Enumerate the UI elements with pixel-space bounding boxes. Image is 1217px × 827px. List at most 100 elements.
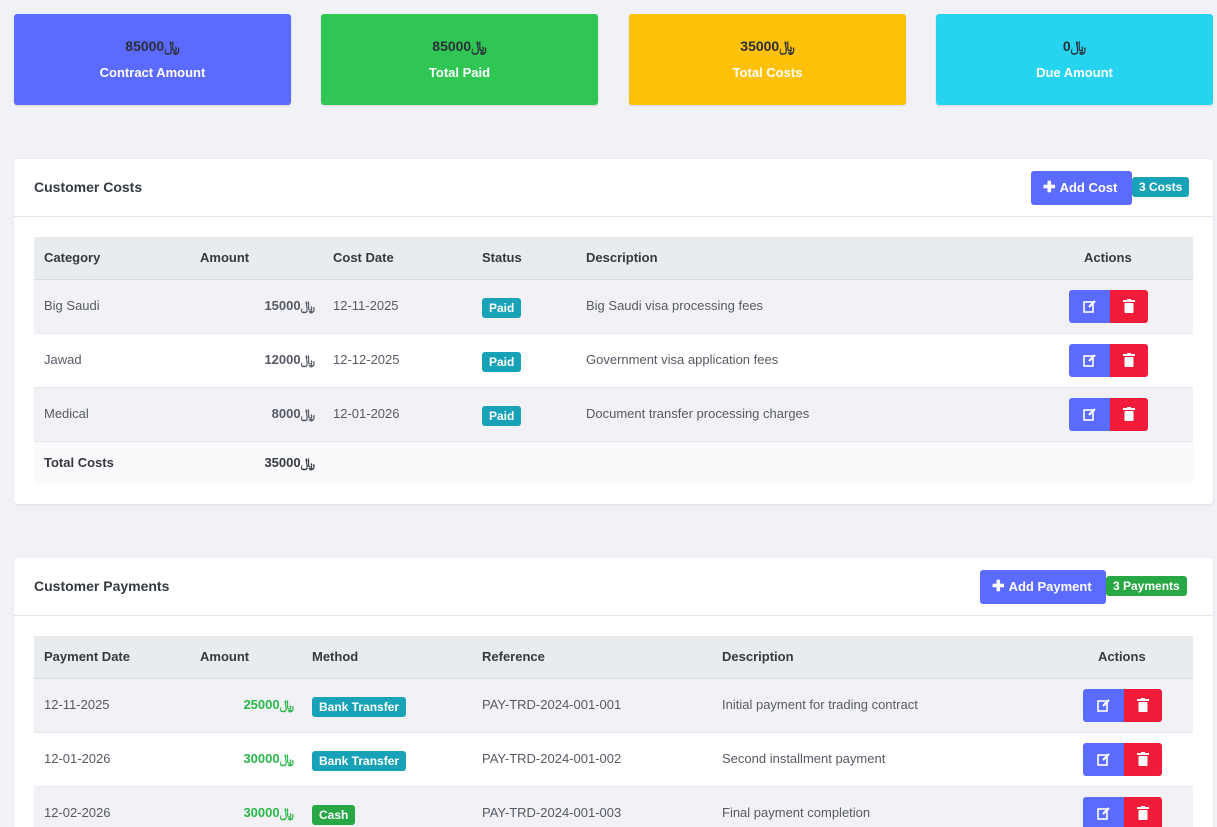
edit-button[interactable] bbox=[1083, 689, 1124, 722]
edit-icon bbox=[1082, 300, 1096, 313]
edit-button[interactable] bbox=[1069, 398, 1110, 431]
stat-card-contract-amount: 85000﷼ Contract Amount bbox=[14, 14, 291, 105]
column-header: Amount bbox=[200, 250, 250, 265]
add-payment-button[interactable]: ✚ Add Payment bbox=[980, 570, 1106, 604]
method-badge: Bank Transfer bbox=[312, 697, 407, 717]
table-row: Jawad 12000﷼ 12-12-2025 Paid Government … bbox=[34, 334, 1193, 388]
column-header: Cost Date bbox=[333, 250, 394, 265]
total-costs-label: Total Costs bbox=[44, 455, 114, 470]
trash-icon bbox=[1137, 752, 1149, 766]
plus-icon: ✚ bbox=[992, 578, 1005, 595]
delete-button[interactable] bbox=[1110, 344, 1148, 377]
edit-icon bbox=[1096, 807, 1110, 820]
method-badge: Cash bbox=[312, 805, 356, 825]
table-header: Category Amount Cost Date Status Descrip… bbox=[34, 237, 1193, 280]
status-badge: Paid bbox=[482, 352, 522, 372]
trash-icon bbox=[1137, 806, 1149, 820]
column-header: Method bbox=[312, 649, 359, 664]
status-badge: Paid bbox=[482, 298, 522, 318]
stat-label: Due Amount bbox=[1036, 65, 1113, 80]
stat-amount: 0﷼ bbox=[1062, 38, 1087, 54]
cost-category: Jawad bbox=[44, 352, 82, 367]
payments-table: Payment Date Amount Method Reference Des… bbox=[34, 636, 1193, 827]
cost-date: 12-01-2026 bbox=[333, 406, 400, 421]
status-badge: Paid bbox=[482, 406, 522, 426]
add-payment-label: Add Payment bbox=[1008, 579, 1092, 594]
trash-icon bbox=[1137, 698, 1149, 712]
stat-card-total-paid: 85000﷼ Total Paid bbox=[321, 14, 598, 105]
column-header: Amount bbox=[200, 649, 250, 664]
edit-button[interactable] bbox=[1083, 743, 1124, 776]
column-header: Actions bbox=[1084, 250, 1132, 265]
table-row: 12-02-2026 30000﷼ Cash PAY-TRD-2024-001-… bbox=[34, 787, 1193, 827]
add-cost-button[interactable]: ✚ Add Cost bbox=[1031, 171, 1132, 205]
table-header: Payment Date Amount Method Reference Des… bbox=[34, 636, 1193, 679]
cost-description: Big Saudi visa processing fees bbox=[586, 298, 764, 313]
delete-button[interactable] bbox=[1124, 797, 1162, 827]
stat-amount: 85000﷼ bbox=[432, 38, 487, 54]
edit-icon bbox=[1096, 753, 1110, 766]
cost-amount: 15000﷼ bbox=[264, 298, 315, 313]
payment-description: Initial payment for trading contract bbox=[722, 697, 918, 712]
trash-icon bbox=[1123, 299, 1135, 313]
trash-icon bbox=[1123, 407, 1135, 421]
column-header: Actions bbox=[1098, 649, 1146, 664]
table-row: Medical 8000﷼ 12-01-2026 Paid Document t… bbox=[34, 388, 1193, 442]
edit-button[interactable] bbox=[1069, 290, 1110, 323]
cost-date: 12-11-2025 bbox=[333, 298, 399, 313]
cost-category: Big Saudi bbox=[44, 298, 100, 313]
cost-category: Medical bbox=[44, 406, 89, 421]
stat-card-due-amount: 0﷼ Due Amount bbox=[936, 14, 1213, 105]
payment-description: Final payment completion bbox=[722, 805, 871, 820]
payment-amount: 25000﷼ bbox=[243, 697, 294, 712]
delete-button[interactable] bbox=[1124, 689, 1162, 722]
delete-button[interactable] bbox=[1110, 398, 1148, 431]
method-badge: Bank Transfer bbox=[312, 751, 407, 771]
table-row: 12-01-2026 30000﷼ Bank Transfer PAY-TRD-… bbox=[34, 733, 1193, 787]
cost-date: 12-12-2025 bbox=[333, 352, 400, 367]
payment-date: 12-02-2026 bbox=[44, 805, 111, 820]
table-footer: Total Costs 35000﷼ bbox=[34, 442, 1193, 484]
plus-icon: ✚ bbox=[1043, 179, 1056, 196]
table-row: 12-11-2025 25000﷼ Bank Transfer PAY-TRD-… bbox=[34, 679, 1193, 733]
add-cost-label: Add Cost bbox=[1059, 180, 1118, 195]
payment-description: Second installment payment bbox=[722, 751, 886, 766]
customer-payments-card: Customer Payments ✚ Add Payment 3 Payment… bbox=[14, 558, 1213, 827]
card-title: Customer Payments bbox=[34, 578, 170, 594]
payments-count-badge: 3 Payments bbox=[1106, 576, 1187, 596]
payment-reference: PAY-TRD-2024-001-002 bbox=[482, 751, 622, 766]
delete-button[interactable] bbox=[1124, 743, 1162, 776]
cost-description: Document transfer processing charges bbox=[586, 406, 810, 421]
costs-table: Category Amount Cost Date Status Descrip… bbox=[34, 237, 1193, 485]
stat-card-total-costs: 35000﷼ Total Costs bbox=[629, 14, 906, 105]
customer-costs-card: Customer Costs ✚ Add Cost 3 Costs Categor… bbox=[14, 159, 1213, 504]
stat-amount: 85000﷼ bbox=[125, 38, 180, 54]
column-header: Category bbox=[44, 250, 101, 265]
cost-amount: 12000﷼ bbox=[264, 352, 315, 367]
costs-count-badge: 3 Costs bbox=[1132, 177, 1190, 197]
table-row: Big Saudi 15000﷼ 12-11-2025 Paid Big Sau… bbox=[34, 280, 1193, 334]
edit-icon bbox=[1082, 408, 1096, 421]
card-header: Customer Payments ✚ Add Payment 3 Payment… bbox=[14, 558, 1213, 616]
column-header: Description bbox=[586, 250, 658, 265]
edit-button[interactable] bbox=[1083, 797, 1124, 827]
stat-amount: 35000﷼ bbox=[740, 38, 795, 54]
payment-date: 12-11-2025 bbox=[44, 697, 110, 712]
stat-label: Contract Amount bbox=[99, 65, 206, 80]
payment-amount: 30000﷼ bbox=[243, 805, 294, 820]
payment-reference: PAY-TRD-2024-001-001 bbox=[482, 697, 622, 712]
total-costs-amount: 35000﷼ bbox=[264, 455, 315, 470]
edit-button[interactable] bbox=[1069, 344, 1110, 377]
column-header: Payment Date bbox=[44, 649, 130, 664]
stat-label: Total Paid bbox=[428, 65, 491, 80]
payment-date: 12-01-2026 bbox=[44, 751, 111, 766]
column-header: Description bbox=[722, 649, 794, 664]
payment-reference: PAY-TRD-2024-001-003 bbox=[482, 805, 622, 820]
edit-icon bbox=[1082, 354, 1096, 367]
column-header: Status bbox=[482, 250, 522, 265]
trash-icon bbox=[1123, 353, 1135, 367]
card-title: Customer Costs bbox=[34, 179, 143, 195]
cost-amount: 8000﷼ bbox=[271, 406, 315, 421]
delete-button[interactable] bbox=[1110, 290, 1148, 323]
payment-amount: 30000﷼ bbox=[243, 751, 294, 766]
